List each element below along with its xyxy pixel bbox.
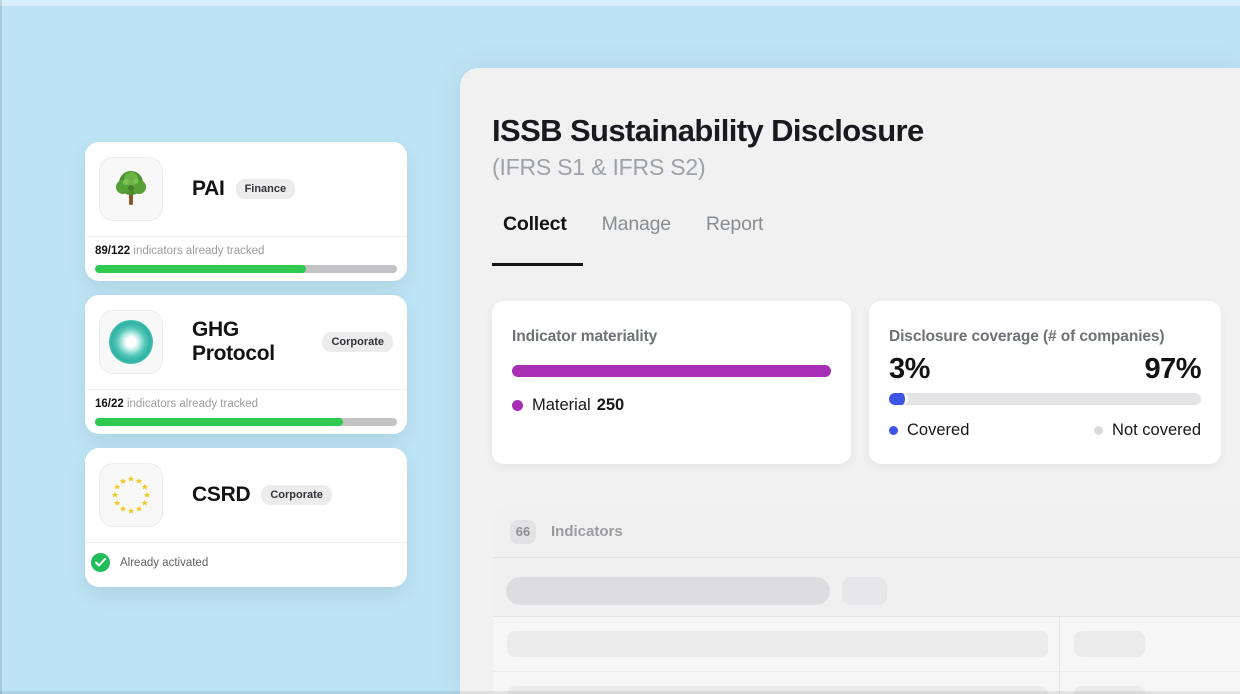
eu-stars-icon [111,475,151,514]
ghg-globe-icon [109,320,153,364]
indicators-header: 66 Indicators [493,506,1240,558]
pai-card-footer: 89/122 indicators already tracked [85,237,407,273]
materiality-legend: Material 250 [512,396,831,415]
material-value: 250 [596,396,625,414]
page-title: ISSB Sustainability Disclosure [492,113,924,148]
skeleton-row-text [507,631,1048,657]
skeleton-search-placeholder [506,577,830,605]
ghg-card-header: GHG Protocol Corporate [85,295,407,390]
coverage-legend: Covered Not covered [889,421,1201,440]
tab-manage[interactable]: Manage [601,213,671,235]
coverage-bar [889,393,1201,405]
skeleton-row-value [1074,631,1145,657]
covered-percentage: 3% [889,353,930,385]
check-icon [91,553,110,572]
framework-card-ghg-protocol[interactable]: GHG Protocol Corporate 16/22 indicators … [85,295,407,434]
materiality-card-title: Indicator materiality [512,328,658,345]
ghg-stat-text: indicators already tracked [126,398,259,410]
csrd-icon-tile [99,463,163,527]
indicator-materiality-card: Indicator materiality Material 250 [492,301,851,464]
not-covered-percentage: 97% [1144,353,1201,385]
indicators-count-badge: 66 [510,519,536,544]
page-subtitle: (IFRS S1 & IFRS S2) [492,154,706,180]
pai-category-badge: Finance [235,179,296,199]
skeleton-row-text [507,686,1048,694]
tab-collect[interactable]: Collect [503,213,567,235]
active-tab-underline [492,263,583,266]
not-covered-dot [1094,426,1104,435]
ghg-category-badge: Corporate [322,332,393,352]
coverage-percentages: 3% 97% [889,353,1201,386]
pai-stats: 89/122 indicators already tracked [95,245,397,257]
window-bottom-edge [0,691,1240,694]
covered-label: Covered [907,421,970,439]
csrd-card-footer: Already activated [85,543,407,572]
tab-bar: Collect Manage Report [503,212,763,236]
skeleton-row-value [1074,686,1145,694]
window-top-highlight [0,0,1240,6]
ghg-stats: 16/22 indicators already tracked [95,398,397,410]
not-covered-legend-item: Not covered [1094,421,1201,440]
pai-icon-tile [99,157,163,221]
materiality-bar [512,365,831,377]
table-row[interactable] [493,617,1240,672]
ghg-progress-track [95,418,397,426]
tab-report[interactable]: Report [705,213,764,235]
material-label: Material [532,396,591,414]
csrd-status-text: Already activated [120,556,209,569]
pai-stat-value: 89/122 [95,245,131,257]
ghg-card-footer: 16/22 indicators already tracked [85,390,407,426]
tree-icon [116,171,146,205]
coverage-card-title: Disclosure coverage (# of companies) [889,328,1165,345]
csrd-card-header: CSRD Corporate [85,448,407,543]
window-left-edge [0,0,2,694]
covered-legend-item: Covered [889,421,969,440]
disclosure-coverage-card: Disclosure coverage (# of companies) 3% … [869,301,1221,464]
csrd-category-badge: Corporate [261,485,332,505]
pai-title: PAI [192,177,225,200]
indicators-label: Indicators [551,523,623,540]
framework-card-pai[interactable]: PAI Finance 89/122 indicators already tr… [85,142,407,281]
material-dot [512,400,523,411]
table-row[interactable] [493,672,1240,694]
ghg-icon-tile [99,310,163,374]
pai-progress-fill [95,265,307,273]
coverage-bar-fill [889,393,908,405]
pai-progress-track [95,265,397,273]
ghg-stat-value: 16/22 [95,398,124,410]
covered-dot [889,426,898,435]
skeleton-filter-placeholder [842,577,887,605]
table-column-divider [1059,617,1060,694]
ghg-progress-fill [95,418,343,426]
indicators-filter-band [493,558,1240,617]
pai-stat-text: indicators already tracked [133,245,265,257]
pai-card-header: PAI Finance [85,142,407,237]
indicators-section: 66 Indicators [493,506,1240,694]
framework-card-csrd[interactable]: CSRD Corporate Already activated [85,448,407,587]
coverage-bar-track [889,393,1201,405]
csrd-title: CSRD [192,483,251,506]
ghg-title: GHG Protocol [192,318,275,365]
not-covered-label: Not covered [1112,421,1201,439]
indicators-table [493,617,1240,694]
